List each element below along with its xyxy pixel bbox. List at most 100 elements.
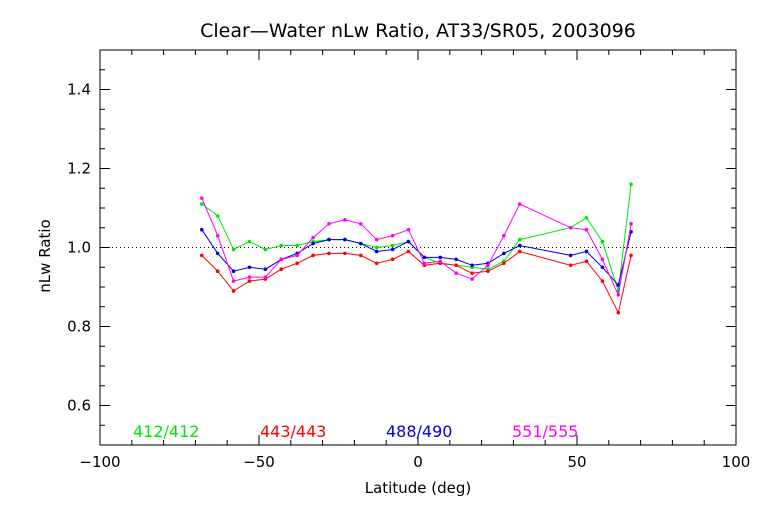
data-point <box>199 253 204 258</box>
legend-entry: 488/490 <box>386 422 452 441</box>
data-point <box>279 243 284 248</box>
y-tick-label: 1.0 <box>67 239 91 257</box>
data-point <box>311 241 315 246</box>
data-point <box>215 269 220 274</box>
legend: 412/412 443/443 488/490 551/555 <box>133 422 578 441</box>
series-line-412-412 <box>201 184 632 292</box>
y-axis-label: nLw Ratio <box>36 219 54 292</box>
data-point <box>600 257 605 262</box>
x-tick-label: 50 <box>567 453 586 471</box>
x-tick-label: 100 <box>722 453 751 471</box>
data-point <box>406 249 411 254</box>
data-point <box>263 267 268 272</box>
data-point <box>311 253 315 258</box>
data-point <box>295 243 299 248</box>
data-point <box>568 253 573 258</box>
x-tick-label: −50 <box>243 453 275 471</box>
data-point <box>390 257 395 262</box>
x-tick-label: −100 <box>79 453 120 471</box>
data-point <box>390 247 395 252</box>
y-tick-label: 1.4 <box>67 81 91 99</box>
data-point <box>517 249 522 254</box>
legend-entry: 551/555 <box>512 422 578 441</box>
data-point <box>438 259 443 264</box>
data-point <box>327 222 331 226</box>
data-point <box>215 251 220 256</box>
data-point <box>517 202 522 206</box>
legend-entry: 412/412 <box>133 422 199 441</box>
data-point <box>279 267 284 272</box>
data-point <box>454 263 458 268</box>
data-point <box>295 253 299 258</box>
data-point <box>327 237 331 242</box>
data-point <box>470 277 474 281</box>
data-point <box>231 289 236 293</box>
data-point <box>199 202 204 206</box>
data-point <box>358 253 363 258</box>
data-point <box>616 293 621 297</box>
data-point <box>247 265 252 270</box>
series-line-551-555 <box>201 197 632 297</box>
data-point <box>454 271 458 275</box>
chart-title: Clear—Water nLw Ratio, AT33/SR05, 200309… <box>200 20 636 42</box>
data-point <box>343 237 347 242</box>
data-point <box>600 265 605 270</box>
data-point <box>231 279 236 283</box>
data-point <box>616 310 621 315</box>
y-tick-label: 0.8 <box>67 318 91 336</box>
data-point <box>422 261 427 266</box>
data-point <box>199 227 204 232</box>
x-axis-label: Latitude (deg) <box>365 479 471 497</box>
data-point <box>390 233 395 238</box>
data-point <box>454 257 458 262</box>
data-point <box>406 239 411 244</box>
data-point <box>199 196 204 200</box>
series-layer <box>199 182 633 315</box>
data-point <box>517 237 522 242</box>
data-point <box>215 233 220 238</box>
data-point <box>374 245 379 250</box>
data-point <box>374 261 379 266</box>
data-point <box>279 257 284 262</box>
legend-entry: 443/443 <box>260 422 326 441</box>
data-point <box>584 216 589 220</box>
plot-area: −100 −50 0 50 100 0.6 0.8 1.0 1.2 1.4 <box>67 49 751 471</box>
data-point <box>584 249 589 254</box>
data-point <box>629 182 633 187</box>
data-point <box>295 261 299 266</box>
series-line-443-443 <box>201 250 632 315</box>
data-point <box>358 241 363 246</box>
data-point <box>616 283 621 287</box>
data-point <box>263 247 268 252</box>
data-point <box>600 279 605 283</box>
data-point <box>629 253 633 258</box>
data-point <box>517 243 522 248</box>
data-point <box>584 259 589 264</box>
data-point <box>247 279 252 283</box>
data-point <box>584 227 589 232</box>
data-point <box>311 235 315 240</box>
data-point <box>486 269 490 274</box>
data-point <box>231 269 236 274</box>
y-tick-label: 1.2 <box>67 160 91 178</box>
data-point <box>629 222 633 226</box>
data-point <box>422 255 427 260</box>
data-point <box>502 233 506 238</box>
data-point <box>502 261 506 266</box>
data-point <box>568 263 573 268</box>
data-point <box>343 251 347 256</box>
data-point <box>568 225 573 230</box>
data-point <box>470 271 474 275</box>
data-point <box>374 237 379 242</box>
data-point <box>231 247 236 252</box>
series-line-488-490 <box>201 229 632 287</box>
data-point <box>600 239 605 244</box>
data-point <box>263 275 268 279</box>
data-point <box>327 251 331 256</box>
data-point <box>215 214 220 218</box>
data-point <box>470 263 474 268</box>
y-tick-label: 0.6 <box>67 397 91 415</box>
data-point <box>374 249 379 254</box>
data-point <box>343 218 347 222</box>
data-point <box>247 275 252 279</box>
